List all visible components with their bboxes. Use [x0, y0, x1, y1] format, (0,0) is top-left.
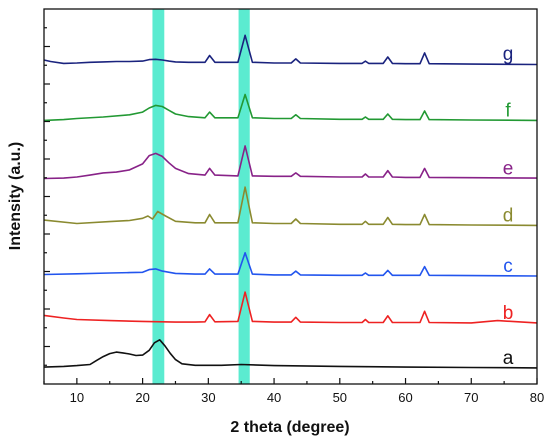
- series-line-g: [43, 34, 538, 66]
- y-ticks: [44, 27, 50, 366]
- series-line-f: [43, 93, 538, 122]
- series-line-c: [43, 252, 538, 277]
- highlight-bands: [152, 9, 250, 384]
- series-label-d: d: [503, 205, 514, 226]
- series-line-a: [43, 338, 538, 369]
- x-ticks: 10 20 30 40 50 60 70 80: [43, 378, 544, 405]
- x-tick-label: 80: [530, 390, 544, 405]
- series-lines: [43, 34, 538, 369]
- series-label-e: e: [503, 158, 514, 179]
- series-line-d: [43, 186, 538, 227]
- series-label-g: g: [503, 44, 514, 65]
- x-tick-label: 70: [464, 390, 478, 405]
- x-tick-label: 30: [201, 390, 215, 405]
- x-tick-label: 40: [267, 390, 281, 405]
- plot-frame: [43, 8, 538, 385]
- series-line-b: [43, 291, 538, 324]
- x-tick-label: 20: [135, 390, 149, 405]
- x-tick-label: 60: [398, 390, 412, 405]
- series-label-c: c: [503, 256, 513, 277]
- x-axis-title: 2 theta (degree): [230, 419, 349, 436]
- series-label-b: b: [503, 303, 514, 324]
- highlight-band-1: [152, 9, 165, 384]
- x-tick-label: 10: [70, 390, 84, 405]
- highlight-band-2: [238, 9, 250, 384]
- series-label-f: f: [505, 100, 511, 121]
- series-line-e: [43, 145, 538, 180]
- y-axis-title: Intensity (a.u.): [7, 142, 24, 250]
- x-tick-label: 50: [333, 390, 347, 405]
- series-labels: a b c d e f g: [503, 44, 514, 369]
- series-label-a: a: [503, 348, 514, 369]
